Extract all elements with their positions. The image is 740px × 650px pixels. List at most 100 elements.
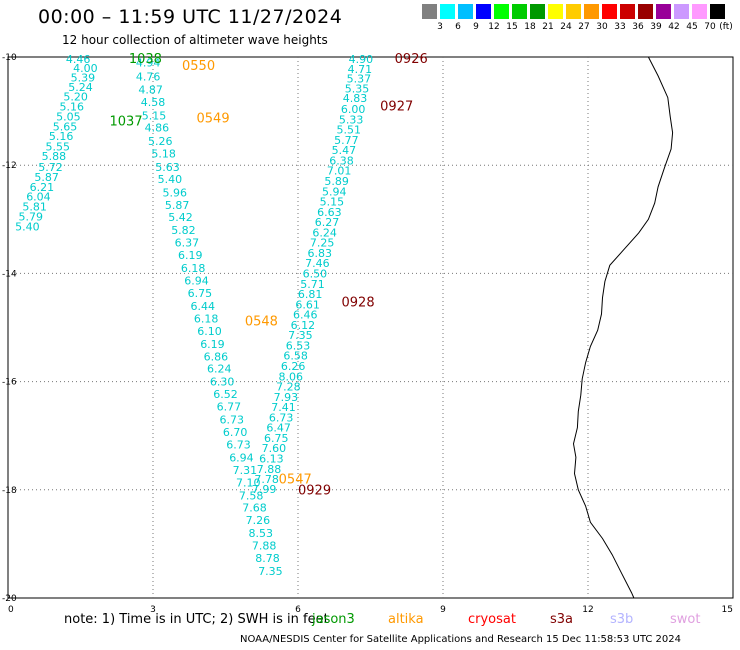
satellite-legend-s3a: s3a [550,612,574,627]
wave-height-label: 7.58 [239,489,264,502]
scale-swatch [512,4,527,19]
pass-time-label: 0927 [380,99,413,114]
wave-height-label: 6.53 [286,339,311,352]
pass-time-label: 1038 [129,52,162,67]
wave-height-label: 5.82 [171,224,196,237]
wave-height-label: 6.63 [317,206,342,219]
wave-height-label: 5.37 [347,73,372,86]
wave-height-label: 6.12 [291,319,316,332]
scale-label: 18 [524,22,536,32]
wave-height-tracks: 4.464.005.395.245.205.165.055.655.165.55… [15,53,373,578]
wave-height-label: 6.58 [283,350,308,363]
wave-height-label: 5.35 [345,82,370,95]
scale-swatch [602,4,617,19]
pass-time-label: 0550 [182,59,215,74]
wave-height-label: 6.75 [264,432,289,445]
page-title: 00:00 – 11:59 UTC 11/27/2024 [38,6,343,28]
scale-swatch [710,4,725,19]
wave-height-label: 7.35 [288,329,313,342]
wave-height-label: 6.52 [213,388,238,401]
wave-height-label: 5.42 [168,211,193,224]
wave-height-label: 7.88 [257,463,282,476]
wave-height-label: 6.73 [269,411,294,424]
wave-height-label: 7.35 [258,565,283,578]
wave-height-label: 5.79 [18,211,43,224]
pass-time-label: 0548 [245,315,278,330]
wave-height-label: 6.04 [26,191,51,204]
track-track1: 4.464.005.395.245.205.165.055.655.165.55… [15,53,98,233]
wave-height-label: 6.37 [175,237,200,250]
wave-height-label: 5.96 [163,186,188,199]
pass-time-label: 0547 [279,473,312,488]
wave-height-label: 7.78 [254,473,279,486]
y-tick-label: -20 [2,594,17,604]
wave-height-label: 5.33 [339,113,364,126]
wave-height-label: 6.00 [341,103,366,116]
scale-label: 39 [650,22,662,32]
track-track2: 4.94 4.764.874.585.154.865.265.185.635.40… [136,56,283,578]
scale-swatch [476,4,491,19]
wave-height-label: 6.21 [30,181,55,194]
wave-height-label: 6.94 [229,451,254,464]
wave-height-label: 5.40 [15,220,40,233]
wave-height-label: 8.06 [279,370,304,383]
wave-height-label: 6.26 [281,360,306,373]
scale-label: 27 [578,22,590,32]
wave-height-label: 5.87 [165,199,190,212]
wave-height-label: 6.19 [178,249,203,262]
pass-time-label: 0928 [342,296,375,311]
wave-height-label: 4.76 [136,71,161,84]
wave-height-label: 5.77 [334,134,359,147]
wave-height-label: 7.46 [305,257,330,270]
scale-swatch [530,4,545,19]
wave-height-label: 6.18 [181,262,206,275]
wave-height-label: 5.87 [34,171,59,184]
pass-time-label: 0549 [197,112,230,127]
wave-height-label: 6.44 [191,300,216,313]
x-tick-label: 3 [150,605,156,615]
x-tick-label: 15 [722,605,733,615]
wave-height-label: 6.94 [184,275,209,288]
wave-height-label: 4.00 [73,62,98,75]
wave-height-label: 5.20 [63,91,88,104]
wave-height-label: 5.65 [53,120,78,133]
wave-height-label: 6.77 [217,401,242,414]
wave-height-label: 5.15 [320,196,345,209]
pass-time-label: 0926 [395,52,428,67]
scale-swatch [422,4,437,19]
x-tick-label: 9 [440,605,446,615]
y-tick-label: -12 [2,161,17,171]
wave-height-label: 6.19 [200,338,225,351]
wave-height-label: 6.61 [295,298,320,311]
wave-height-label: 7.01 [327,165,352,178]
wave-height-label: 4.71 [348,63,373,76]
wave-height-label: 6.86 [204,350,229,363]
satellite-legend-s3b: s3b [610,612,634,627]
y-tick-label: -14 [2,269,17,279]
wave-height-label: 7.26 [246,514,271,527]
wave-height-label: 5.16 [60,100,85,113]
scale-swatch [674,4,689,19]
scale-swatch [692,4,707,19]
scale-label: 21 [542,22,554,32]
wave-height-label: 6.75 [188,287,213,300]
satellite-legend-cryosat: cryosat [468,612,516,627]
scale-label: 15 [506,22,518,32]
wave-height-label: 7.10 [236,476,261,489]
x-tick-label: 6 [295,605,301,615]
footer-credit: NOAA/NESDIS Center for Satellite Applica… [240,634,682,645]
satellite-legend-altika: altika [388,612,424,627]
satellite-legend-jason3: jason3 [312,612,355,627]
satellite-legend-swot: swot [670,612,701,627]
wave-height-label: 6.18 [194,312,219,325]
wave-height-label: 6.24 [207,363,232,376]
scale-label: 30 [596,22,608,32]
scale-swatch [548,4,563,19]
wave-height-label: 8.53 [249,527,274,540]
wave-height-label: 5.24 [68,81,93,94]
x-tick-label: 0 [8,605,14,615]
coastline-path [572,56,674,599]
wave-height-label: 6.47 [266,422,291,435]
wave-height-label: 6.46 [293,309,318,322]
pass-time-labels: 1038 1037 0550 0549 0548 0547 0926 0927 0928 0929 [110,52,428,498]
